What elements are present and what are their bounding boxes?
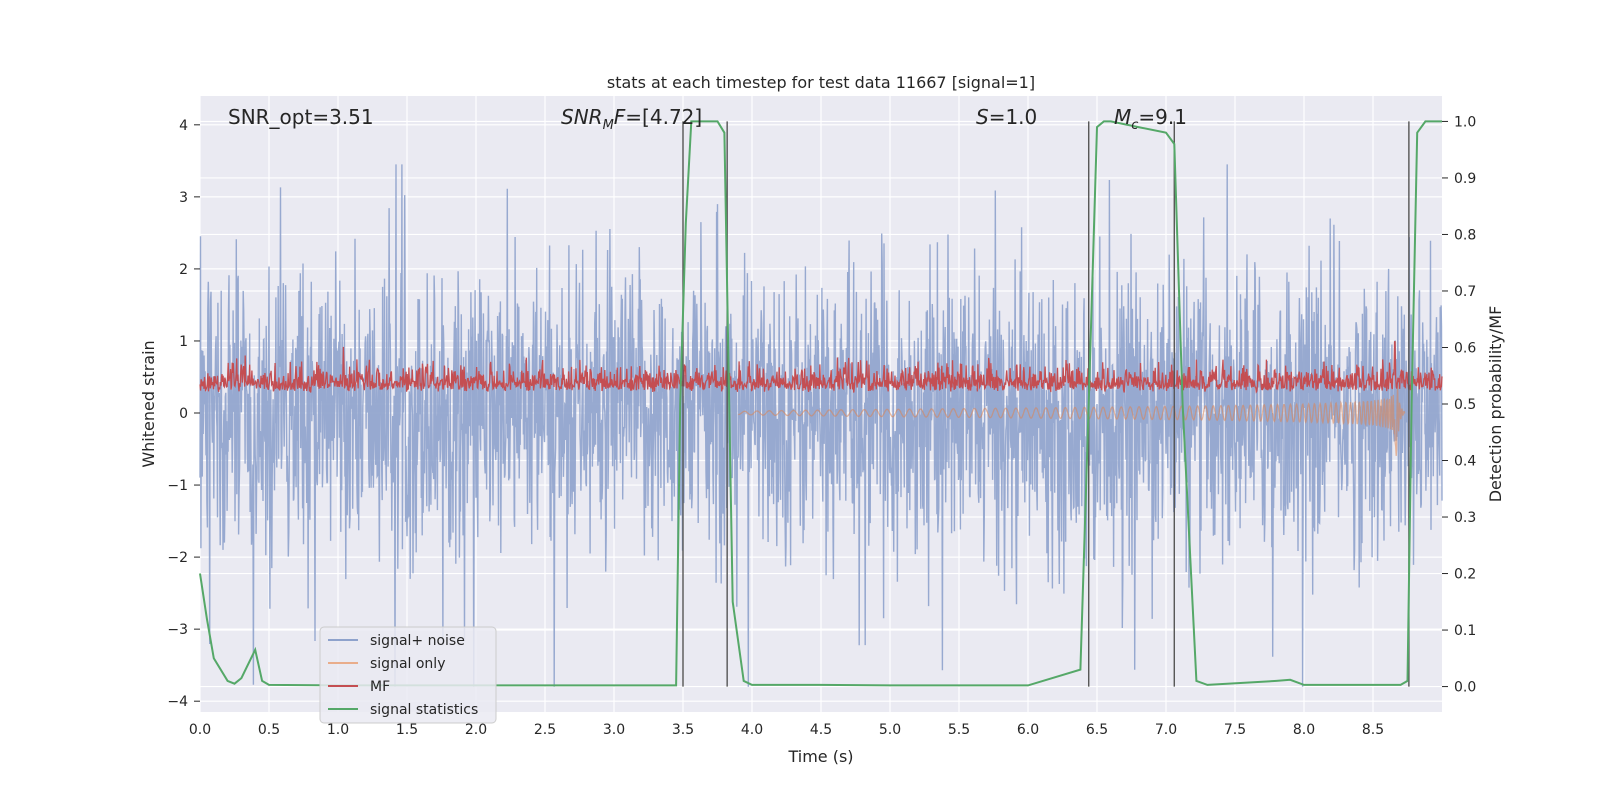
y2-axis-label: Detection probability/MF <box>1486 306 1505 503</box>
signal-statistics-line <box>199 120 1442 687</box>
annotations: SNR_opt=3.51 SNRMF=[4.72] S=1.0 Mc=9.1 <box>228 105 1187 133</box>
series-signal-only <box>738 384 1406 456</box>
y2-tick-label: 1.0 <box>1454 114 1476 130</box>
y-tick-label: −4 <box>167 694 188 710</box>
y-tick-label: 3 <box>179 190 188 206</box>
y-tick-label: −3 <box>167 622 188 638</box>
annotation-snr-opt: SNR_opt=3.51 <box>228 105 374 129</box>
x-tick-label: 6.0 <box>1017 722 1039 738</box>
series-signal-statistics <box>199 120 1442 687</box>
x-tick-label: 8.5 <box>1362 722 1384 738</box>
y-axis-ticks: −4 −3 −2 −1 0 1 2 3 4 <box>167 118 200 710</box>
y2-tick-label: 0.1 <box>1454 623 1476 639</box>
y-tick-label: 0 <box>179 406 188 422</box>
x-tick-label: 1.0 <box>327 722 349 738</box>
mf-line <box>199 341 1443 394</box>
x-tick-label: 6.5 <box>1086 722 1108 738</box>
x-tick-label: 8.0 <box>1293 722 1315 738</box>
x-tick-label: 4.0 <box>741 722 763 738</box>
annotation-s: S=1.0 <box>976 105 1037 129</box>
x-tick-label: 7.0 <box>1155 722 1177 738</box>
x-tick-label: 0.0 <box>189 722 211 738</box>
annotation-mc: Mc=9.1 <box>1114 105 1187 133</box>
x-tick-label: 1.5 <box>396 722 418 738</box>
y2-tick-label: 0.3 <box>1454 510 1476 526</box>
y-tick-label: 1 <box>179 334 188 350</box>
legend-label-mf: MF <box>370 679 390 695</box>
noise-line <box>199 164 1443 687</box>
y2-tick-label: 0.8 <box>1454 227 1476 243</box>
y2-tick-label: 0.4 <box>1454 454 1476 470</box>
legend: signal+ noise signal only MF signal stat… <box>319 626 497 724</box>
x-tick-label: 4.5 <box>810 722 832 738</box>
y2-tick-label: 0.7 <box>1454 284 1476 300</box>
annotation-snr-mf: SNRMF=[4.72] <box>561 105 702 133</box>
chart-title: stats at each timestep for test data 116… <box>607 73 1035 92</box>
x-tick-label: 5.0 <box>879 722 901 738</box>
x-tick-label: 3.0 <box>603 722 625 738</box>
chirp-line <box>738 384 1406 456</box>
y-tick-label: 2 <box>179 262 188 278</box>
x-tick-label: 0.5 <box>258 722 280 738</box>
legend-label-signal-statistics: signal statistics <box>370 702 478 718</box>
y-axis-label: Whitened strain <box>139 340 158 467</box>
y2-tick-label: 0.6 <box>1454 340 1476 356</box>
legend-label-signal-noise: signal+ noise <box>370 633 465 649</box>
y2-tick-label: 0.5 <box>1454 397 1476 413</box>
y2-tick-label: 0.0 <box>1454 680 1476 696</box>
y2-tick-label: 0.9 <box>1454 171 1476 187</box>
y2-axis-ticks: 0.0 0.1 0.2 0.3 0.4 0.5 0.6 0.7 0.8 0.9 1.0 <box>1442 114 1476 696</box>
series-signal-noise <box>199 164 1443 687</box>
x-tick-label: 2.5 <box>534 722 556 738</box>
x-tick-label: 2.0 <box>465 722 487 738</box>
y-tick-label: −2 <box>167 550 188 566</box>
x-axis-label: Time (s) <box>787 747 853 766</box>
x-tick-label: 3.5 <box>672 722 694 738</box>
x-tick-label: 5.5 <box>948 722 970 738</box>
legend-box <box>319 626 497 724</box>
y2-tick-label: 0.2 <box>1454 567 1476 583</box>
series-mf <box>199 341 1443 394</box>
legend-label-signal-only: signal only <box>370 656 445 672</box>
y-tick-label: 4 <box>179 118 188 134</box>
x-tick-label: 7.5 <box>1224 722 1246 738</box>
y-tick-label: −1 <box>167 478 188 494</box>
x-axis-ticks: 0.0 0.5 1.0 1.5 2.0 2.5 3.0 3.5 4.0 4.5 5.0 5.5 6.0 6… <box>189 722 1384 738</box>
